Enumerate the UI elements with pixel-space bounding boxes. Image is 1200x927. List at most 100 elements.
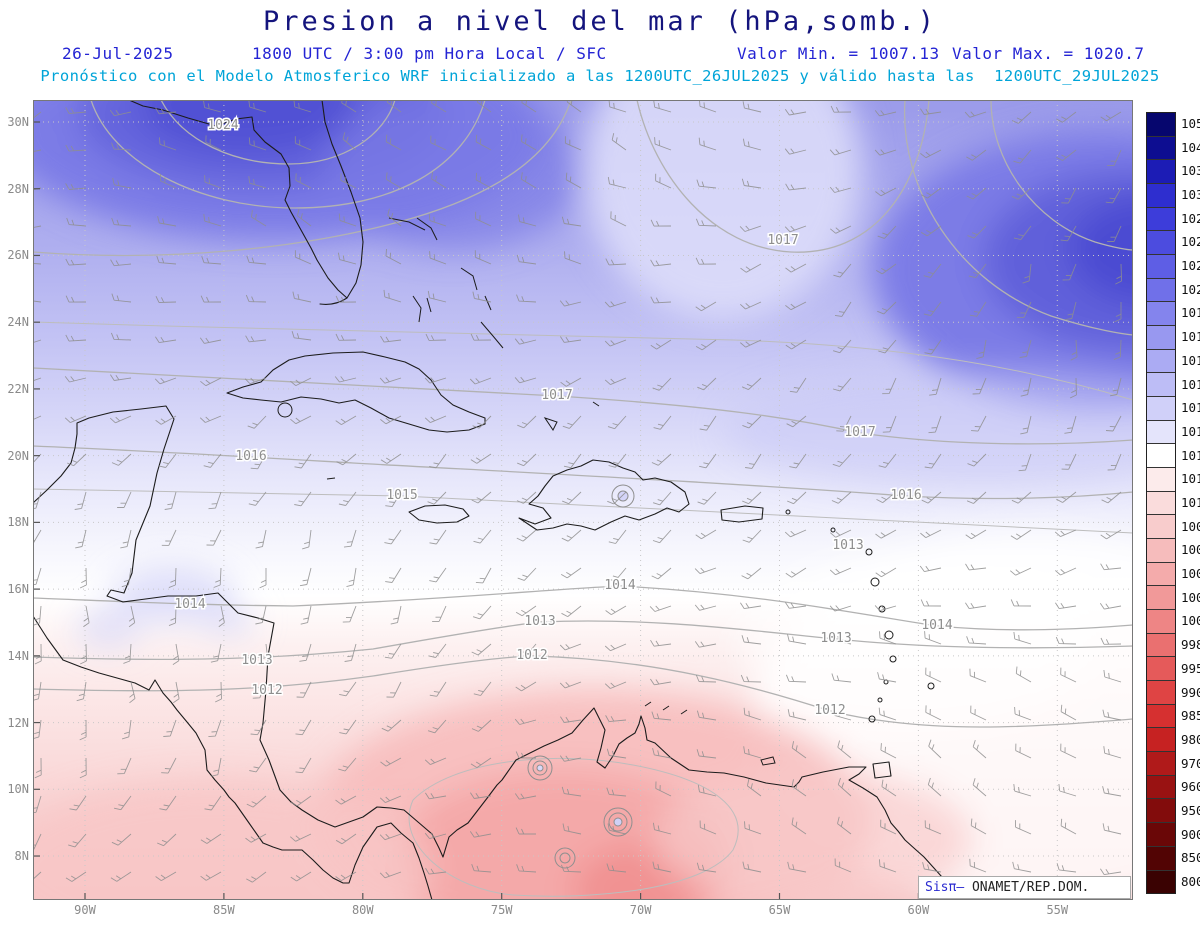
wind-barb [920, 529, 942, 539]
wind-barb [336, 453, 357, 466]
wind-barb [516, 864, 537, 873]
wind-barb [785, 567, 807, 578]
colorbar-cell [1147, 468, 1175, 492]
wind-barb [694, 604, 717, 611]
wind-barb [966, 491, 987, 504]
wind-barb [929, 377, 942, 396]
wind-barb [607, 491, 627, 505]
colorbar-cell [1147, 586, 1175, 611]
colorbar-label: 1022 [1181, 258, 1200, 274]
wind-barb [784, 108, 807, 116]
wind-barb [650, 296, 672, 304]
colorbar-label: 1002 [1181, 589, 1200, 605]
wind-barb [299, 643, 312, 662]
wind-barb [246, 255, 267, 265]
wind-barb [650, 678, 672, 686]
wind-barb [33, 605, 42, 626]
wind-barb [338, 491, 357, 506]
wind-barb [110, 374, 132, 381]
wind-barb [745, 453, 762, 469]
wind-barb [111, 453, 132, 466]
wind-barb [1013, 631, 1032, 645]
wind-barb [1100, 111, 1122, 122]
wind-barb [611, 133, 627, 151]
colorbar-label: 1015 [1181, 400, 1200, 416]
wind-barb [694, 641, 717, 648]
wind-barb [386, 681, 402, 698]
wind-barb [383, 289, 402, 303]
wind-barb [68, 833, 87, 848]
wind-barb [33, 795, 42, 814]
wind-barb [832, 633, 852, 645]
wind-barb [248, 137, 267, 151]
wind-barb [882, 377, 897, 395]
colorbar-label: 1020 [1181, 281, 1200, 297]
wind-barb [924, 453, 942, 469]
colorbar-label: 1050 [1181, 115, 1200, 131]
wind-barb [475, 134, 492, 151]
wind-barb [249, 757, 267, 773]
wind-barb [80, 643, 87, 665]
wind-barb [649, 605, 672, 612]
wind-barb [697, 491, 717, 505]
wind-barb [1061, 187, 1077, 204]
wind-barb [608, 529, 627, 544]
colorbar-cell [1147, 610, 1175, 634]
lat-axis-label: 28N [7, 181, 29, 196]
colorbar-label: 950 [1181, 803, 1200, 819]
wind-barb [300, 605, 312, 625]
wind-barb [248, 176, 267, 189]
wind-barb [200, 833, 222, 844]
wind-barb [928, 415, 942, 434]
valid-time: 1800 UTC / 3:00 pm Hora Local / SFC [252, 44, 607, 63]
wind-barb [427, 290, 447, 303]
wind-barb [199, 415, 222, 423]
wind-barb [874, 149, 897, 156]
contour-labels: 1024 1017 1017 1017 1016 1015 1016 1013 1014 1014… [173, 117, 954, 720]
colorbar-cell [1147, 846, 1175, 871]
colorbar-label: 1035 [1181, 163, 1200, 179]
wind-barb [380, 415, 402, 425]
colorbar-cell [1147, 562, 1175, 587]
wind-barb [429, 567, 447, 583]
wind-barb [335, 295, 357, 303]
wind-barb [880, 743, 897, 759]
wind-barb [924, 820, 942, 835]
wind-barb [965, 602, 987, 610]
wind-barb [740, 263, 762, 273]
wind-barb [154, 377, 177, 385]
wind-barb [560, 864, 582, 873]
wind-barb [515, 681, 537, 692]
wind-barb [605, 258, 627, 266]
wind-barb [562, 491, 582, 505]
wind-barb [832, 339, 852, 354]
wind-barb [334, 376, 357, 383]
colorbar-label: 1028 [1181, 210, 1200, 226]
wind-barb [833, 708, 852, 721]
wind-barb [610, 211, 627, 227]
wind-barb [925, 667, 942, 683]
colorbar-label: 1025 [1181, 234, 1200, 250]
wind-barb [1013, 149, 1032, 164]
wind-barb [299, 567, 312, 587]
wind-barb [696, 179, 717, 189]
wind-barb [517, 415, 537, 429]
wind-barb [75, 529, 87, 549]
wind-barb [742, 491, 762, 505]
wind-barb [604, 681, 627, 689]
wind-barb [1064, 301, 1077, 321]
wind-barb [655, 173, 672, 189]
wind-barb [475, 211, 492, 227]
wind-barb [290, 795, 312, 807]
wind-barb [250, 453, 267, 470]
wind-barb [1015, 666, 1032, 683]
wind-barb [924, 339, 942, 355]
wind-barb [923, 263, 942, 278]
wind-barb [429, 681, 447, 697]
wind-barb [159, 795, 177, 811]
wind-barb [791, 779, 807, 797]
wind-barb [920, 149, 942, 159]
wind-barb [1060, 743, 1077, 759]
wind-barb [833, 377, 852, 392]
